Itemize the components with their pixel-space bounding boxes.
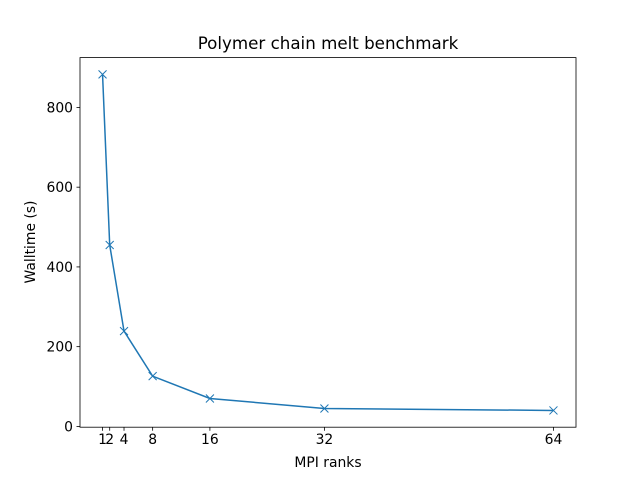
y-tick-label: 800 <box>46 100 73 116</box>
marker <box>105 240 115 250</box>
y-axis-label: Walltime (s) <box>23 201 39 284</box>
marker <box>148 371 157 381</box>
x-tick-label: 32 <box>316 432 334 448</box>
marker <box>320 404 329 413</box>
y-tick-label: 0 <box>64 419 73 435</box>
x-tick-label: 1 <box>98 432 107 448</box>
y-tick-label: 400 <box>46 260 73 276</box>
x-axis-label: MPI ranks <box>294 455 361 471</box>
x-tick-label: 2 <box>105 432 114 448</box>
chart-title: Polymer chain melt benchmark <box>198 33 459 53</box>
marker <box>98 69 107 79</box>
y-tick-label: 200 <box>46 340 73 356</box>
x-tick-label: 4 <box>120 432 129 448</box>
x-tick-label: 16 <box>201 432 219 448</box>
y-tick-label: 600 <box>46 180 73 196</box>
marker <box>119 326 129 336</box>
x-tick-label: 64 <box>545 432 563 448</box>
x-tick-label: 8 <box>148 432 157 448</box>
marker <box>205 394 215 403</box>
marker <box>549 406 558 415</box>
plot-frame <box>79 57 577 428</box>
